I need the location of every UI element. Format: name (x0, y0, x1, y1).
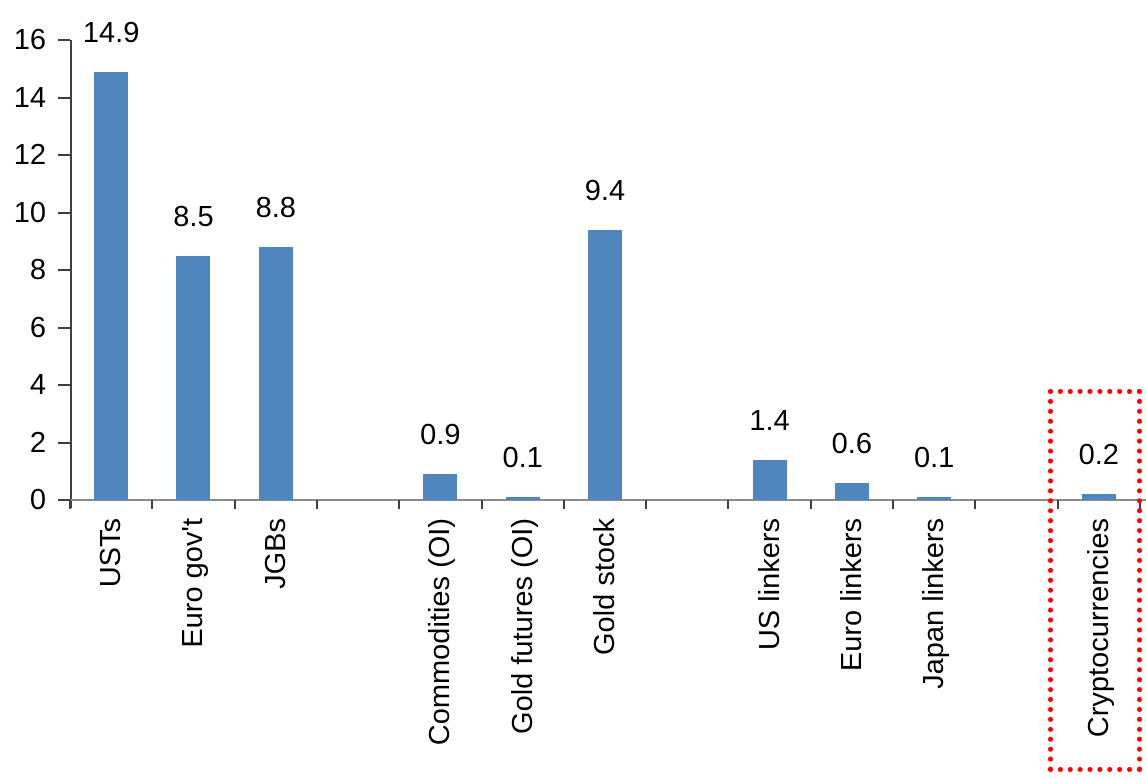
category-label: USTs (95, 518, 128, 588)
bar-value-label: 8.5 (173, 200, 214, 233)
bar-value-label: 0.2 (1078, 439, 1119, 472)
y-tick-label: 0 (29, 484, 46, 516)
y-tick (58, 499, 70, 501)
category-label: Gold futures (OI) (506, 518, 539, 734)
y-tick (58, 384, 70, 386)
y-tick-label: 14 (13, 81, 46, 114)
y-tick (58, 326, 70, 329)
bar (1081, 494, 1116, 500)
bar-value-label: 0.9 (420, 419, 461, 452)
highlight-box (1047, 389, 1142, 772)
bar (423, 474, 458, 500)
y-tick (58, 269, 70, 271)
x-tick (974, 500, 977, 509)
category-label: Euro linkers (835, 518, 868, 672)
y-axis-line (70, 40, 72, 508)
bar (176, 255, 211, 500)
category-label: Euro gov't (177, 518, 210, 648)
x-tick (315, 500, 318, 509)
bar-value-label: 14.9 (82, 16, 140, 49)
y-tick (58, 211, 70, 214)
y-tick-label: 6 (29, 311, 46, 344)
x-tick (151, 500, 154, 509)
x-axis-line (70, 499, 1146, 501)
bar-value-label: 9.4 (584, 174, 626, 207)
bar (587, 229, 622, 500)
x-tick (480, 500, 483, 509)
x-tick (562, 500, 565, 509)
bar (917, 497, 952, 500)
bar (505, 497, 540, 500)
bar-value-label: 0.1 (502, 442, 543, 475)
category-label: Japan linkers (918, 518, 951, 689)
y-tick-label: 8 (29, 254, 46, 286)
x-tick (233, 500, 236, 509)
bar-value-label: 0.1 (913, 442, 955, 475)
y-tick (58, 441, 70, 444)
x-tick (398, 500, 401, 509)
bar (258, 247, 293, 500)
y-tick (58, 154, 70, 156)
y-tick-label: 2 (29, 426, 46, 459)
y-tick-label: 4 (29, 369, 46, 401)
x-tick (809, 500, 812, 509)
y-tick (58, 39, 70, 41)
category-label: US linkers (753, 518, 786, 651)
y-tick-label: 16 (13, 24, 46, 56)
category-label: JGBs (259, 518, 292, 589)
bar-value-label: 0.6 (831, 427, 872, 460)
bar-value-label: 1.4 (749, 404, 790, 437)
y-tick (58, 96, 70, 99)
category-label: Gold stock (588, 518, 621, 655)
category-label: Commodities (OI) (424, 518, 457, 746)
y-tick-label: 12 (13, 139, 46, 171)
x-tick (1056, 500, 1059, 509)
bar (94, 71, 129, 500)
x-tick (69, 500, 71, 509)
x-tick (892, 500, 894, 509)
x-tick (645, 500, 648, 509)
x-tick (727, 500, 730, 509)
bar-value-label: 8.8 (255, 192, 296, 224)
y-tick-label: 10 (13, 196, 46, 229)
bar (752, 459, 787, 500)
bar (834, 482, 869, 500)
